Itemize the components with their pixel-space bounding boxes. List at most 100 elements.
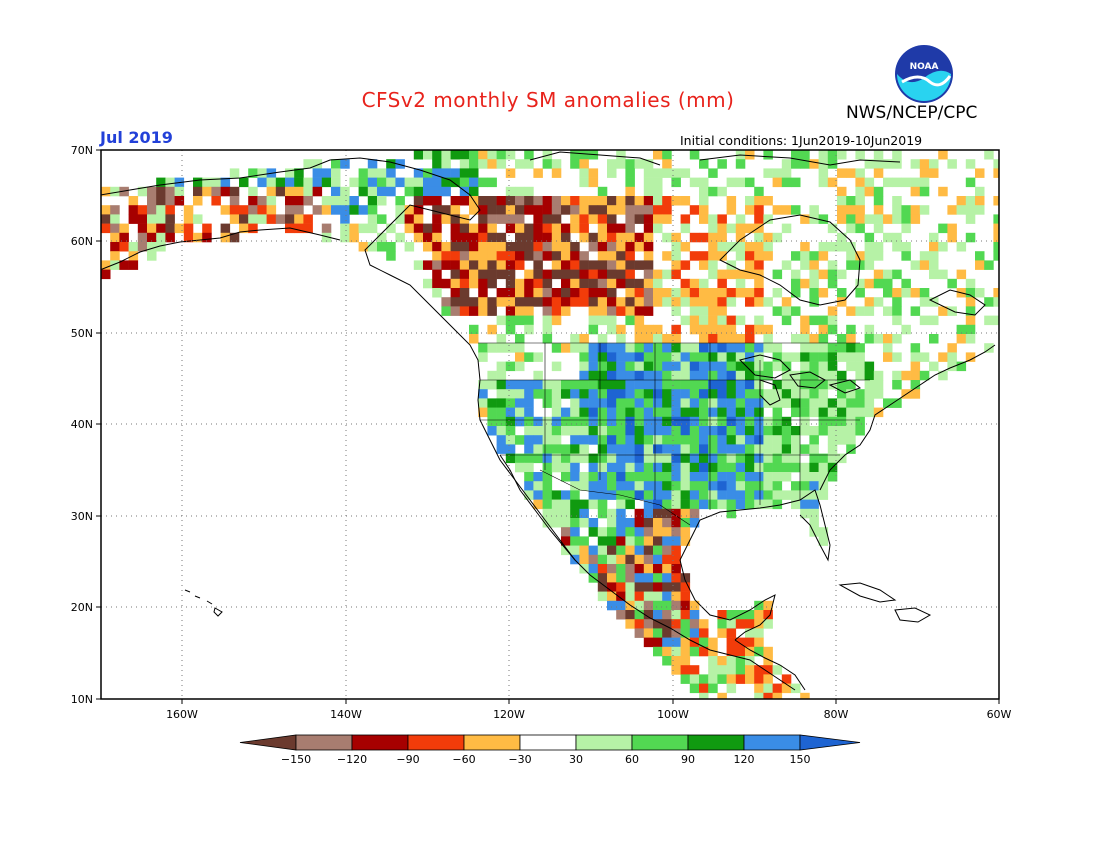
anomaly-cell xyxy=(607,398,617,408)
anomaly-cell xyxy=(377,232,387,243)
anomaly-cell xyxy=(423,242,433,252)
anomaly-cell xyxy=(588,214,599,224)
anomaly-cell xyxy=(561,508,571,519)
anomaly-cell xyxy=(570,278,580,289)
anomaly-cell xyxy=(377,168,387,178)
anomaly-cell xyxy=(147,242,157,252)
anomaly-cell xyxy=(689,472,700,482)
anomaly-cell xyxy=(818,407,829,418)
anomaly-cell xyxy=(386,242,396,252)
anomaly-cell xyxy=(331,205,341,215)
anomaly-cell xyxy=(524,444,534,454)
anomaly-cell xyxy=(735,490,746,500)
anomaly-cell xyxy=(165,214,175,224)
anomaly-cell xyxy=(662,407,672,418)
anomaly-cell xyxy=(257,214,267,224)
anomaly-cell xyxy=(441,306,451,316)
anomaly-cell xyxy=(616,407,626,418)
anomaly-cell xyxy=(708,306,718,316)
anomaly-cell xyxy=(229,232,240,243)
anomaly-cell xyxy=(367,242,378,252)
anomaly-cell xyxy=(607,196,617,206)
anomaly-cell xyxy=(579,297,589,307)
anomaly-cell xyxy=(404,214,415,224)
anomaly-cell xyxy=(340,196,350,206)
anomaly-cell xyxy=(717,297,727,307)
anomaly-cell xyxy=(680,637,691,648)
anomaly-cell xyxy=(708,288,718,298)
anomaly-cell xyxy=(809,389,819,399)
anomaly-cell xyxy=(515,389,525,399)
anomaly-cell xyxy=(625,453,635,464)
anomaly-cell xyxy=(607,527,617,537)
anomaly-cell xyxy=(211,186,221,197)
anomaly-cell xyxy=(653,205,663,215)
anomaly-cell xyxy=(662,416,672,427)
anomaly-cell xyxy=(708,269,718,280)
anomaly-cell xyxy=(634,426,645,436)
anomaly-cell xyxy=(855,186,865,197)
anomaly-cell xyxy=(763,196,773,206)
anomaly-cell xyxy=(643,196,654,206)
anomaly-cell xyxy=(450,196,461,206)
anomaly-cell xyxy=(653,591,663,602)
longitude-labels: 160W 140W 120W 100W 80W 60W xyxy=(166,708,1011,721)
anomaly-cell xyxy=(745,628,755,638)
anomaly-cell xyxy=(800,278,810,289)
colorbar-swatch xyxy=(239,734,297,751)
anomaly-cell xyxy=(671,251,681,261)
anomaly-cell xyxy=(855,214,865,224)
anomaly-cell xyxy=(993,223,999,234)
anomaly-cell xyxy=(377,196,387,206)
anomaly-cell xyxy=(763,343,773,353)
anomaly-cell xyxy=(892,269,902,280)
anomaly-cell xyxy=(809,297,819,307)
anomaly-cell xyxy=(551,196,562,206)
anomaly-cell xyxy=(413,232,424,243)
anomaly-cell xyxy=(588,278,599,289)
anomaly-cell xyxy=(837,242,847,252)
anomaly-cell xyxy=(110,205,120,215)
anomaly-cell xyxy=(763,435,773,445)
anomaly-cell xyxy=(616,564,626,574)
colorbar-label: 60 xyxy=(625,753,639,766)
anomaly-cell xyxy=(487,370,497,381)
anomaly-cell xyxy=(110,251,120,261)
anomaly-cell xyxy=(607,260,617,270)
anomaly-cell xyxy=(708,637,718,648)
anomaly-cell xyxy=(791,490,801,500)
anomaly-cell xyxy=(809,334,819,344)
anomaly-cell xyxy=(800,490,810,500)
anomaly-cell xyxy=(542,426,553,436)
anomaly-cell xyxy=(671,637,681,648)
anomaly-cell xyxy=(800,472,810,482)
anomaly-cell xyxy=(745,260,755,270)
anomaly-cell xyxy=(588,545,599,556)
anomaly-cell xyxy=(312,159,323,169)
anomaly-cell xyxy=(781,416,792,427)
anomaly-cell xyxy=(873,251,884,261)
anomaly-cell xyxy=(662,518,672,528)
anomaly-cell xyxy=(772,361,783,372)
anomaly-cell xyxy=(634,370,645,381)
anomaly-cell xyxy=(855,398,865,408)
anomaly-cell xyxy=(561,269,571,280)
anomaly-cell xyxy=(193,177,203,188)
anomaly-cell xyxy=(791,444,801,454)
anomaly-cell xyxy=(570,545,580,556)
anomaly-cell xyxy=(294,214,304,224)
anomaly-cell xyxy=(754,462,764,473)
anomaly-cell xyxy=(165,186,175,197)
anomaly-cell xyxy=(883,398,893,408)
anomaly-cell xyxy=(827,416,838,427)
anomaly-cell xyxy=(745,288,755,298)
anomaly-cell xyxy=(662,361,672,372)
anomaly-cell xyxy=(432,288,442,298)
anomaly-cell xyxy=(735,426,746,436)
anomaly-cell xyxy=(156,242,166,252)
anomaly-cell xyxy=(607,324,617,335)
colorbar-label: 30 xyxy=(569,753,583,766)
anomaly-cell xyxy=(579,453,589,464)
anomaly-cell xyxy=(101,205,111,215)
